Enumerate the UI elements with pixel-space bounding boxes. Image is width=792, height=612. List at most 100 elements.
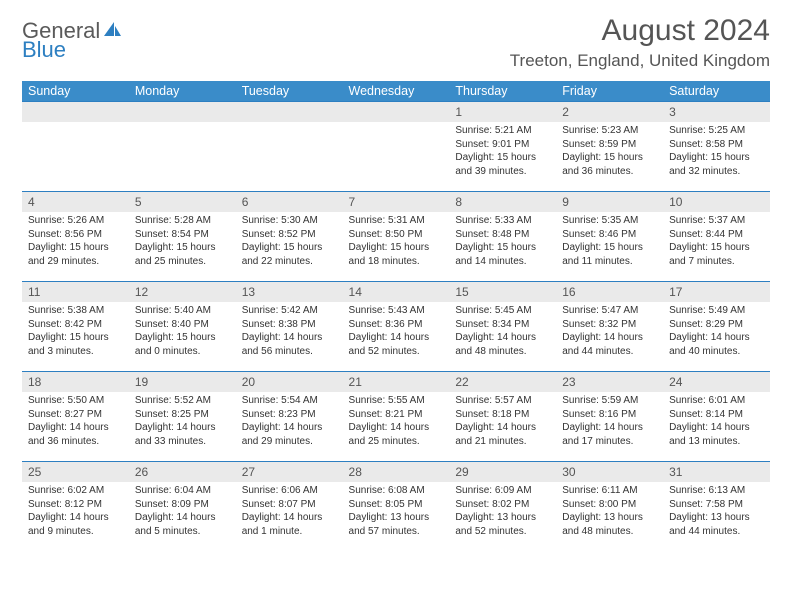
- day-number: [236, 101, 343, 122]
- day-details: Sunrise: 5:55 AMSunset: 8:21 PMDaylight:…: [343, 392, 450, 450]
- day-details: Sunrise: 6:08 AMSunset: 8:05 PMDaylight:…: [343, 482, 450, 540]
- day-details: Sunrise: 5:42 AMSunset: 8:38 PMDaylight:…: [236, 302, 343, 360]
- day-number: 31: [663, 461, 770, 482]
- day-detail-line: Daylight: 15 hours and 36 minutes.: [562, 151, 657, 178]
- calendar-day-cell: 7Sunrise: 5:31 AMSunset: 8:50 PMDaylight…: [343, 191, 450, 281]
- day-number: 19: [129, 371, 236, 392]
- day-detail-line: Sunrise: 6:04 AM: [135, 484, 230, 498]
- day-detail-line: Daylight: 13 hours and 44 minutes.: [669, 511, 764, 538]
- calendar-day-cell: [236, 101, 343, 191]
- day-detail-line: Sunrise: 5:43 AM: [349, 304, 444, 318]
- day-detail-line: Sunrise: 5:42 AM: [242, 304, 337, 318]
- day-detail-line: Sunrise: 5:47 AM: [562, 304, 657, 318]
- calendar-day-cell: 29Sunrise: 6:09 AMSunset: 8:02 PMDayligh…: [449, 461, 556, 547]
- day-detail-line: Daylight: 14 hours and 9 minutes.: [28, 511, 123, 538]
- calendar-day-cell: 9Sunrise: 5:35 AMSunset: 8:46 PMDaylight…: [556, 191, 663, 281]
- day-detail-line: Sunrise: 6:02 AM: [28, 484, 123, 498]
- day-number: 15: [449, 281, 556, 302]
- day-detail-line: Sunrise: 5:50 AM: [28, 394, 123, 408]
- day-details: Sunrise: 5:47 AMSunset: 8:32 PMDaylight:…: [556, 302, 663, 360]
- day-details: Sunrise: 5:49 AMSunset: 8:29 PMDaylight:…: [663, 302, 770, 360]
- day-number: 24: [663, 371, 770, 392]
- page-header: General Blue August 2024 Treeton, Englan…: [22, 14, 770, 71]
- day-detail-line: Sunrise: 5:52 AM: [135, 394, 230, 408]
- calendar-day-cell: 27Sunrise: 6:06 AMSunset: 8:07 PMDayligh…: [236, 461, 343, 547]
- day-details: Sunrise: 5:59 AMSunset: 8:16 PMDaylight:…: [556, 392, 663, 450]
- day-detail-line: Sunrise: 5:37 AM: [669, 214, 764, 228]
- day-number: [22, 101, 129, 122]
- day-detail-line: Daylight: 15 hours and 22 minutes.: [242, 241, 337, 268]
- day-detail-line: Sunrise: 5:31 AM: [349, 214, 444, 228]
- day-detail-line: Sunrise: 5:25 AM: [669, 124, 764, 138]
- title-block: August 2024 Treeton, England, United Kin…: [510, 14, 770, 71]
- day-detail-line: Sunset: 8:50 PM: [349, 228, 444, 242]
- calendar-day-cell: 22Sunrise: 5:57 AMSunset: 8:18 PMDayligh…: [449, 371, 556, 461]
- day-detail-line: Daylight: 14 hours and 56 minutes.: [242, 331, 337, 358]
- day-detail-line: Sunrise: 5:45 AM: [455, 304, 550, 318]
- day-details: Sunrise: 5:37 AMSunset: 8:44 PMDaylight:…: [663, 212, 770, 270]
- calendar-day-cell: 31Sunrise: 6:13 AMSunset: 7:58 PMDayligh…: [663, 461, 770, 547]
- day-number: 8: [449, 191, 556, 212]
- day-details: Sunrise: 6:11 AMSunset: 8:00 PMDaylight:…: [556, 482, 663, 540]
- day-detail-line: Sunrise: 5:55 AM: [349, 394, 444, 408]
- day-detail-line: Sunset: 8:05 PM: [349, 498, 444, 512]
- calendar-day-cell: 24Sunrise: 6:01 AMSunset: 8:14 PMDayligh…: [663, 371, 770, 461]
- day-detail-line: Daylight: 13 hours and 52 minutes.: [455, 511, 550, 538]
- day-detail-line: Sunset: 8:36 PM: [349, 318, 444, 332]
- day-number: 28: [343, 461, 450, 482]
- day-number: 20: [236, 371, 343, 392]
- day-detail-line: Sunrise: 5:21 AM: [455, 124, 550, 138]
- day-detail-line: Sunset: 9:01 PM: [455, 138, 550, 152]
- day-detail-line: Sunset: 8:46 PM: [562, 228, 657, 242]
- brand-part2: Blue: [22, 37, 66, 62]
- calendar-day-cell: 12Sunrise: 5:40 AMSunset: 8:40 PMDayligh…: [129, 281, 236, 371]
- day-detail-line: Sunset: 8:56 PM: [28, 228, 123, 242]
- day-details: Sunrise: 5:21 AMSunset: 9:01 PMDaylight:…: [449, 122, 556, 180]
- day-detail-line: Sunrise: 5:40 AM: [135, 304, 230, 318]
- day-detail-line: Sunset: 8:02 PM: [455, 498, 550, 512]
- day-detail-line: Sunrise: 5:30 AM: [242, 214, 337, 228]
- day-detail-line: Daylight: 14 hours and 5 minutes.: [135, 511, 230, 538]
- day-details: Sunrise: 5:50 AMSunset: 8:27 PMDaylight:…: [22, 392, 129, 450]
- day-detail-line: Sunset: 8:59 PM: [562, 138, 657, 152]
- calendar-week-row: 4Sunrise: 5:26 AMSunset: 8:56 PMDaylight…: [22, 191, 770, 281]
- day-detail-line: Daylight: 14 hours and 1 minute.: [242, 511, 337, 538]
- day-detail-line: Sunrise: 5:57 AM: [455, 394, 550, 408]
- day-detail-line: Daylight: 14 hours and 29 minutes.: [242, 421, 337, 448]
- day-detail-line: Sunset: 8:54 PM: [135, 228, 230, 242]
- calendar-day-cell: 8Sunrise: 5:33 AMSunset: 8:48 PMDaylight…: [449, 191, 556, 281]
- day-details: Sunrise: 5:26 AMSunset: 8:56 PMDaylight:…: [22, 212, 129, 270]
- day-number: 23: [556, 371, 663, 392]
- day-number: 21: [343, 371, 450, 392]
- weekday-header: Wednesday: [343, 81, 450, 101]
- day-detail-line: Sunset: 8:29 PM: [669, 318, 764, 332]
- day-number: [343, 101, 450, 122]
- day-detail-line: Daylight: 14 hours and 21 minutes.: [455, 421, 550, 448]
- calendar-day-cell: [343, 101, 450, 191]
- day-detail-line: Sunrise: 5:38 AM: [28, 304, 123, 318]
- day-details: Sunrise: 5:43 AMSunset: 8:36 PMDaylight:…: [343, 302, 450, 360]
- day-detail-line: Sunrise: 5:54 AM: [242, 394, 337, 408]
- calendar-day-cell: 15Sunrise: 5:45 AMSunset: 8:34 PMDayligh…: [449, 281, 556, 371]
- day-details: Sunrise: 5:45 AMSunset: 8:34 PMDaylight:…: [449, 302, 556, 360]
- day-details: Sunrise: 5:57 AMSunset: 8:18 PMDaylight:…: [449, 392, 556, 450]
- calendar-table: Sunday Monday Tuesday Wednesday Thursday…: [22, 81, 770, 547]
- day-detail-line: Sunset: 8:12 PM: [28, 498, 123, 512]
- calendar-day-cell: 17Sunrise: 5:49 AMSunset: 8:29 PMDayligh…: [663, 281, 770, 371]
- weekday-header: Thursday: [449, 81, 556, 101]
- day-details: Sunrise: 6:02 AMSunset: 8:12 PMDaylight:…: [22, 482, 129, 540]
- day-detail-line: Daylight: 15 hours and 0 minutes.: [135, 331, 230, 358]
- day-detail-line: Sunrise: 6:06 AM: [242, 484, 337, 498]
- day-details: Sunrise: 5:33 AMSunset: 8:48 PMDaylight:…: [449, 212, 556, 270]
- day-detail-line: Sunset: 8:23 PM: [242, 408, 337, 422]
- day-number: 4: [22, 191, 129, 212]
- day-detail-line: Sunset: 8:44 PM: [669, 228, 764, 242]
- day-number: 17: [663, 281, 770, 302]
- calendar-day-cell: 11Sunrise: 5:38 AMSunset: 8:42 PMDayligh…: [22, 281, 129, 371]
- day-detail-line: Daylight: 15 hours and 32 minutes.: [669, 151, 764, 178]
- day-details: [22, 122, 129, 126]
- sail-icon: [102, 20, 122, 43]
- day-detail-line: Sunset: 8:21 PM: [349, 408, 444, 422]
- day-details: Sunrise: 5:28 AMSunset: 8:54 PMDaylight:…: [129, 212, 236, 270]
- day-details: [236, 122, 343, 126]
